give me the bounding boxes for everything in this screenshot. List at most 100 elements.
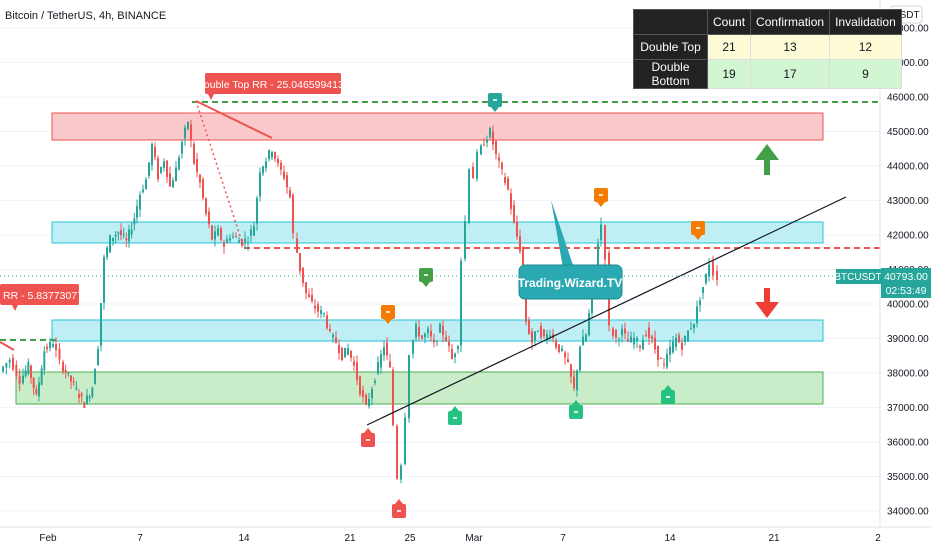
time-tick-label: 21 — [768, 533, 780, 544]
candle-body — [347, 348, 349, 355]
candle-body — [492, 131, 494, 145]
candle-body — [699, 300, 701, 306]
candle-body — [657, 345, 659, 360]
candle-body — [448, 341, 450, 346]
time-tick-label: Mar — [465, 533, 483, 544]
candle-body — [645, 335, 647, 337]
time-tick-label: 21 — [344, 533, 356, 544]
candle-body — [513, 205, 515, 223]
candle-body — [648, 327, 650, 338]
trendline[interactable] — [366, 196, 847, 426]
candle-body — [712, 261, 714, 276]
candle-body — [280, 162, 282, 170]
price-tick-label: 42000.00 — [887, 231, 929, 242]
candle-body — [621, 328, 623, 336]
candle-body — [43, 351, 46, 371]
time-tick-label: 14 — [664, 533, 676, 544]
candle-body — [139, 194, 141, 210]
row-label-double-top: Double Top — [633, 34, 708, 60]
candle-body — [510, 193, 512, 210]
candle-body — [52, 344, 54, 347]
pattern-marker — [392, 499, 406, 518]
candle-body — [226, 239, 228, 243]
stats-header-blank — [633, 9, 708, 35]
watermark-text: Trading.Wizard.TV — [518, 276, 623, 290]
candle-body — [256, 198, 258, 224]
candle-body — [172, 180, 174, 188]
candle-body — [371, 388, 373, 399]
candle-body — [114, 234, 117, 237]
candle-body — [265, 161, 267, 169]
candle-body — [49, 341, 51, 349]
candle-body — [80, 393, 83, 397]
candle-body — [639, 345, 641, 348]
candle-body — [62, 362, 64, 372]
candle-body — [67, 372, 70, 374]
candle-body — [205, 198, 207, 214]
candle-body — [543, 329, 545, 337]
candle-body — [350, 350, 352, 358]
candle-body — [460, 260, 462, 346]
candle-body — [311, 294, 313, 302]
candle-body — [202, 179, 204, 198]
price-tick-label: 36000.00 — [887, 438, 929, 449]
candle-body — [591, 289, 593, 314]
candle-body — [83, 402, 86, 409]
stats-header-invalidation: Invalidation — [829, 9, 902, 35]
candle-body — [154, 146, 156, 158]
candle-body — [585, 334, 587, 341]
candle-body — [421, 335, 423, 339]
candle-body — [633, 337, 635, 345]
candle-body — [642, 339, 644, 350]
candle-body — [106, 247, 108, 258]
price-tick-label: 40000.00 — [887, 300, 929, 311]
time-axis[interactable]: Feb 7 14 21 25 Mar 7 14 21 2 — [0, 526, 932, 550]
candle-body — [615, 330, 617, 338]
double-top-rr-label: Double Top RR - 25.0465994136 — [196, 73, 350, 100]
candle-body — [145, 179, 147, 190]
candle-body — [558, 344, 560, 352]
last-price-badge — [881, 268, 931, 298]
pattern-marker — [661, 385, 675, 404]
upper-support-zone — [51, 221, 824, 244]
candle-body — [72, 381, 75, 383]
candle-body — [217, 228, 219, 236]
candle-body — [253, 226, 255, 236]
candle-body — [374, 380, 376, 383]
candle-body — [519, 236, 521, 252]
candle-body — [377, 361, 379, 374]
candle-body — [582, 336, 584, 346]
candle-body — [94, 369, 96, 385]
candle-body — [454, 353, 456, 358]
candle-body — [408, 355, 410, 419]
candle-body — [335, 337, 337, 343]
candle-body — [612, 328, 614, 336]
candle-body — [235, 235, 237, 238]
candle-body — [433, 339, 435, 343]
candle-body — [576, 370, 578, 391]
candle-body — [537, 330, 539, 332]
candle-body — [600, 224, 602, 240]
candle-body — [362, 390, 364, 397]
candle-body — [193, 143, 195, 164]
double-top-projection — [195, 100, 245, 249]
candle-body — [128, 229, 130, 242]
candle-body — [687, 330, 689, 342]
candle-body — [12, 357, 14, 370]
time-tick-label: 2 — [875, 533, 881, 544]
pattern-markers — [361, 93, 705, 518]
candle-body — [705, 274, 707, 284]
candle-body — [666, 354, 668, 368]
candle-body — [117, 232, 120, 234]
candle-body — [125, 238, 128, 241]
candle-body — [5, 363, 8, 368]
candle-body — [274, 152, 276, 159]
candle-body — [457, 346, 459, 350]
candle-body — [332, 334, 334, 338]
candle-body — [604, 225, 606, 260]
candle-body — [320, 310, 322, 314]
candle-body — [190, 124, 192, 140]
candle-body — [22, 375, 24, 384]
candle-body — [579, 346, 581, 371]
currency-label: USDT — [892, 10, 919, 21]
